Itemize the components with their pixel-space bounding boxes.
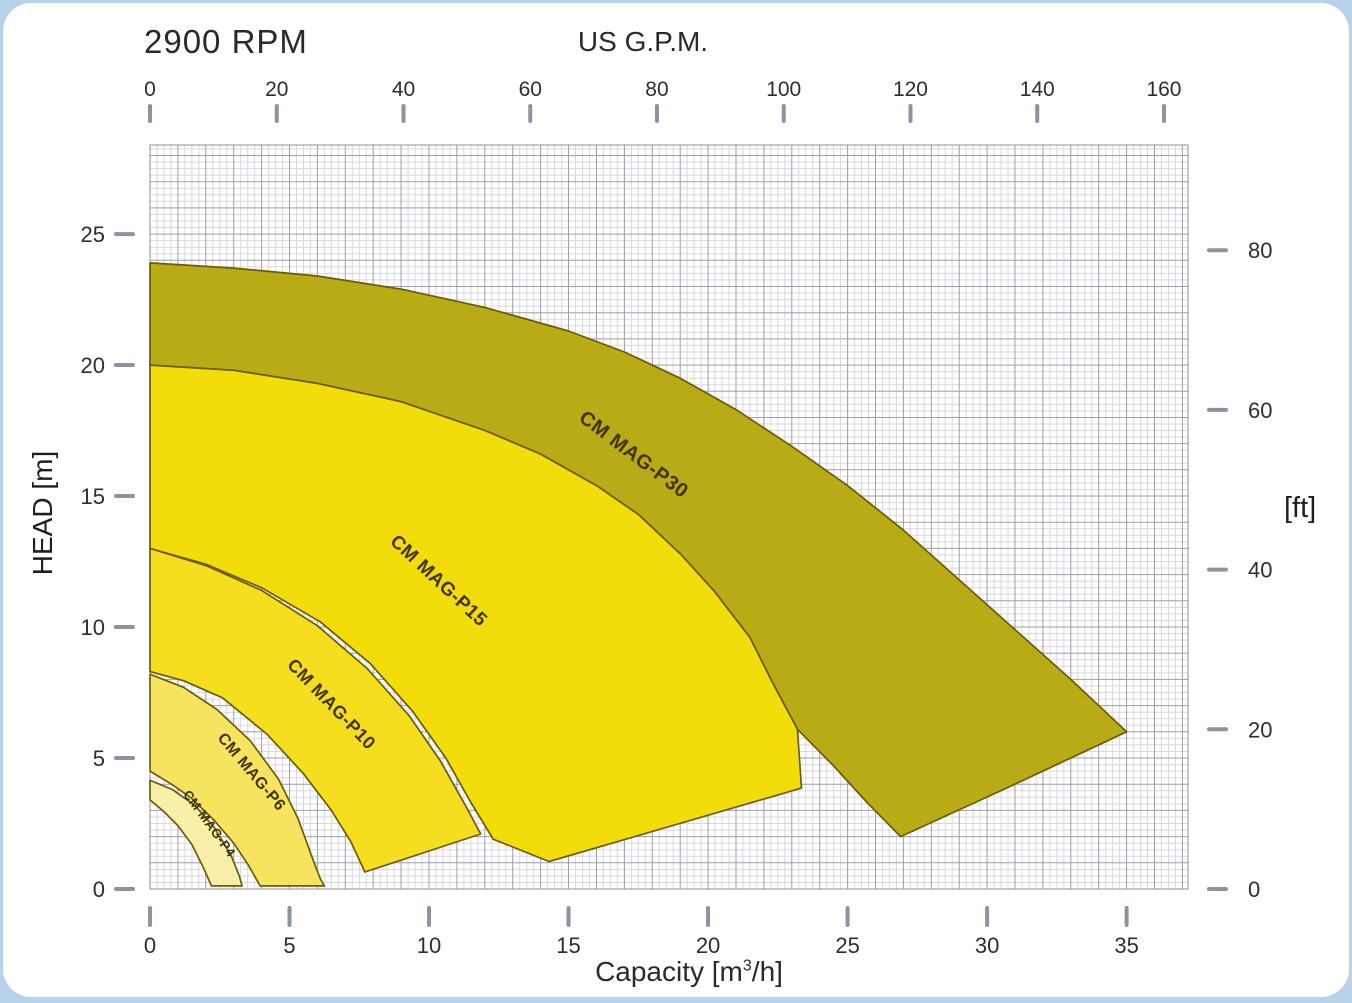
bottom-tick-label: 25: [835, 933, 859, 958]
top-tick-label: 160: [1146, 78, 1181, 101]
left-tick-label: 10: [81, 615, 105, 640]
region-cm-mag-p10: [149, 547, 482, 873]
right-tick-label: 20: [1248, 717, 1272, 742]
top-tick: [781, 104, 786, 123]
right-tick: [1207, 887, 1228, 891]
bottom-axis-title-prefix: Capacity [m: [595, 956, 743, 987]
bottom-tick: [845, 906, 850, 927]
bottom-tick: [985, 906, 990, 927]
left-tick-label: 0: [93, 877, 105, 902]
top-tick: [908, 104, 913, 123]
left-tick: [114, 363, 135, 368]
left-tick-label: 20: [81, 353, 105, 378]
region-cm-mag-p6: [149, 673, 326, 887]
right-tick-label: 0: [1248, 877, 1260, 902]
top-tick-label: 100: [766, 78, 801, 101]
top-tick: [1035, 104, 1040, 123]
chart-sheet: 2900 RPM US G.P.M. HEAD [m] [ft] Capacit…: [3, 3, 1349, 997]
left-tick: [114, 887, 135, 891]
top-axis-title: US G.P.M.: [577, 26, 709, 57]
bottom-tick-label: 0: [144, 933, 156, 958]
bottom-axis-title-suffix: /h]: [751, 956, 783, 987]
right-tick-label: 80: [1248, 238, 1272, 263]
bottom-axis-title: Capacity [m3/h]: [595, 956, 783, 988]
left-tick: [114, 232, 135, 237]
top-tick-label: 120: [893, 78, 928, 101]
right-axis-title: [ft]: [1284, 492, 1317, 524]
top-tick: [1161, 104, 1166, 123]
region-cm-mag-p4: [149, 779, 243, 887]
right-tick-label: 60: [1248, 398, 1272, 423]
right-tick: [1207, 567, 1228, 572]
bottom-tick-label: 30: [975, 933, 999, 958]
top-tick-label: 20: [265, 78, 288, 101]
right-tick: [1207, 407, 1228, 412]
right-tick-label: 40: [1248, 558, 1272, 583]
bottom-tick: [427, 906, 432, 927]
top-tick-label: 140: [1020, 78, 1055, 101]
top-tick-label: 40: [392, 78, 415, 101]
right-tick: [1207, 248, 1228, 253]
left-tick-label: 5: [93, 746, 105, 771]
bottom-tick-label: 35: [1114, 933, 1138, 958]
left-tick: [114, 494, 135, 499]
bottom-tick: [1124, 906, 1129, 927]
bottom-tick: [148, 906, 152, 927]
top-tick: [401, 104, 406, 123]
top-tick-label: 0: [144, 78, 156, 101]
left-tick-label: 15: [81, 484, 105, 509]
left-tick: [114, 756, 135, 761]
bottom-tick-label: 5: [283, 933, 295, 958]
bottom-tick: [287, 906, 292, 927]
top-tick: [274, 104, 279, 123]
bottom-tick-label: 15: [556, 933, 580, 958]
bottom-tick: [566, 906, 571, 927]
top-tick-label: 60: [519, 78, 542, 101]
bottom-tick-label: 10: [417, 933, 441, 958]
region-cm-mag-p15: [149, 364, 803, 863]
top-tick-label: 80: [645, 78, 668, 101]
top-tick: [528, 104, 533, 123]
bottom-tick-label: 20: [696, 933, 720, 958]
right-tick: [1207, 727, 1228, 732]
top-tick: [654, 104, 659, 123]
chart-title: 2900 RPM: [144, 23, 308, 60]
left-tick-label: 25: [81, 222, 105, 247]
left-tick: [114, 625, 135, 630]
top-tick: [148, 104, 152, 123]
bottom-axis-title-sup: 3: [742, 957, 752, 975]
bottom-tick: [706, 906, 711, 927]
